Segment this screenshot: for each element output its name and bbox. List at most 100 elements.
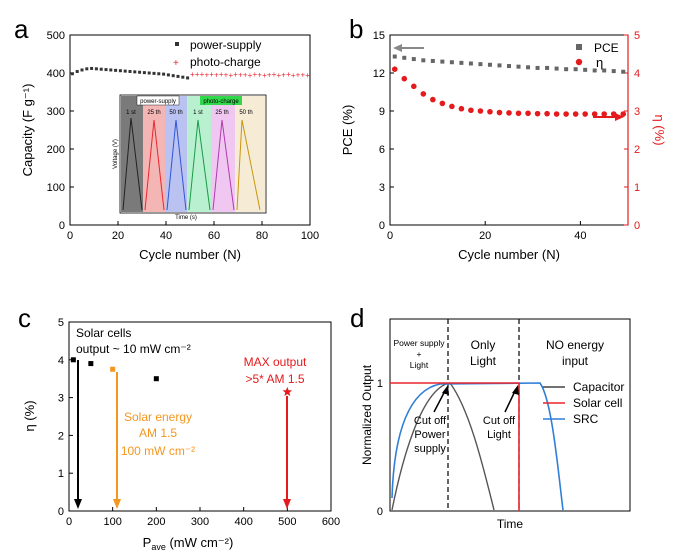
legend-label-solar-cell: Solar cell xyxy=(573,396,622,410)
point-pce xyxy=(573,67,578,72)
inset-band-1 xyxy=(121,96,143,212)
y-tick-label-b-right: 0 xyxy=(634,220,640,232)
panel-c: c 0 100 200 300 400 500 600 0 1 2 3 4 5 Pave (mW cm⁻… xyxy=(18,303,340,552)
inset-seg-label-5: 25 th xyxy=(215,110,228,116)
annotation-cutoff-light-2: Light xyxy=(487,429,511,441)
x-axis-title-b: Cycle number (N) xyxy=(458,247,560,262)
y-tick-label-a: 100 xyxy=(47,182,65,194)
panel-d: d 0 1 Time Normalized Output Power suppl… xyxy=(350,303,631,531)
point-power-supply xyxy=(90,66,94,70)
point-eta xyxy=(401,75,408,82)
point-eta xyxy=(506,110,512,116)
annotation-cutoff-power-2: Power xyxy=(414,429,446,441)
inset-x-axis-title: Time (s) xyxy=(175,215,197,221)
point-square xyxy=(88,361,94,367)
x-tick-label-c: 600 xyxy=(322,516,340,528)
point-power-supply xyxy=(152,71,156,75)
point-square xyxy=(70,357,76,363)
legend-marker-eta xyxy=(575,58,583,66)
axis-pointer-eta-arrow xyxy=(593,113,624,121)
point-eta xyxy=(534,110,541,117)
point-power-supply xyxy=(133,70,137,74)
inset-group-label-bg-power xyxy=(136,95,180,106)
point-eta xyxy=(572,111,579,117)
panel-label-b: b xyxy=(349,14,363,44)
panel-a: a 0 20 40 60 80 100 0 100 200 300 400 500 Cycle num… xyxy=(14,14,319,262)
point-eta xyxy=(620,111,627,117)
point-photo-charge: + xyxy=(281,71,286,80)
x-axis-title-c-sub: ave xyxy=(151,542,166,552)
point-eta xyxy=(420,91,427,97)
x-tick-label-c: 0 xyxy=(66,516,72,528)
x-tick-label-b: 20 xyxy=(479,230,491,242)
annotation-cutoff-power: Cut off Power supply xyxy=(414,385,449,455)
inset-band-2 xyxy=(143,96,165,212)
point-power-supply xyxy=(99,67,103,71)
legend-a: power-supply + photo-charge xyxy=(173,38,261,69)
point-photo-charge: + xyxy=(276,71,281,80)
point-pce xyxy=(507,64,511,69)
data-points-b xyxy=(391,54,627,117)
point-pce xyxy=(535,65,540,70)
x-tick-label-c: 400 xyxy=(234,516,252,528)
point-photo-charge: + xyxy=(224,71,229,80)
inset-band-3 xyxy=(165,96,187,212)
point-eta xyxy=(487,108,493,115)
point-photo-charge: + xyxy=(296,71,301,80)
point-eta xyxy=(430,96,436,103)
x-tick-label-b: 0 xyxy=(387,230,393,242)
annotation-cutoff-power-3: supply xyxy=(414,443,446,455)
point-square xyxy=(110,366,116,372)
inset-seg-label-2: 25 th xyxy=(147,110,160,116)
point-power-supply xyxy=(114,68,118,72)
point-pce xyxy=(621,69,626,74)
legend-label-power-supply: power-supply xyxy=(190,38,261,52)
plot-frame-b xyxy=(389,34,629,226)
inset-curve-2 xyxy=(144,119,165,211)
point-photo-charge: + xyxy=(262,71,267,80)
point-power-supply xyxy=(75,69,79,73)
point-eta xyxy=(477,108,484,114)
y-tick-label-a: 400 xyxy=(47,68,65,80)
point-square xyxy=(153,376,159,382)
x-tick-label-c: 100 xyxy=(103,516,121,528)
point-pce xyxy=(421,58,426,63)
annotation-cutoff-power-1: Cut off xyxy=(414,415,447,427)
inset-curve-6 xyxy=(236,119,261,211)
point-power-supply xyxy=(85,67,89,71)
point-power-supply xyxy=(181,75,185,79)
point-eta xyxy=(449,103,455,110)
x-axis-title-c: Pave (mW cm⁻²) xyxy=(143,535,234,552)
point-pce xyxy=(592,68,597,73)
y-tick-label-b: 9 xyxy=(379,106,385,118)
data-points-c xyxy=(70,357,293,396)
inset-curve-1 xyxy=(122,117,143,211)
y-tick-label-c: 4 xyxy=(58,355,64,367)
x-tick-label-a: 60 xyxy=(208,230,220,242)
point-photo-charge: + xyxy=(200,70,205,79)
x-axis-title-d: Time xyxy=(497,517,524,531)
x-tick-label-c: 500 xyxy=(278,516,296,528)
point-power-supply xyxy=(80,68,84,72)
point-pce xyxy=(468,61,473,66)
point-eta xyxy=(468,107,474,114)
inset-group-label-photo: photo-charge xyxy=(203,99,239,105)
annotation-max-output-2: >5* AM 1.5 xyxy=(245,372,304,386)
point-photo-charge: + xyxy=(252,70,257,79)
y-axis-title-a: Capacity (F g⁻¹) xyxy=(20,84,35,177)
x-tick-label-b: 40 xyxy=(574,230,586,242)
point-power-supply xyxy=(109,68,113,72)
y-tick-label-b-right: 4 xyxy=(634,68,640,80)
point-pce xyxy=(602,68,607,73)
y-tick-label-b-right: 2 xyxy=(634,144,640,156)
region-label-1-line1: Power supply xyxy=(393,338,445,348)
point-power-supply xyxy=(157,72,161,76)
inset-curve-4 xyxy=(188,119,211,211)
point-pce xyxy=(459,60,464,65)
legend-d: Capacitor Solar cell SRC xyxy=(543,380,624,426)
x-tick-label-a: 40 xyxy=(160,230,172,242)
point-photo-charge: + xyxy=(257,71,262,80)
panel-label-c: c xyxy=(18,303,31,333)
arrow-solar-energy xyxy=(113,372,121,509)
inset-a: power-supply photo-charge 1 st 25 th 50 … xyxy=(113,94,267,221)
